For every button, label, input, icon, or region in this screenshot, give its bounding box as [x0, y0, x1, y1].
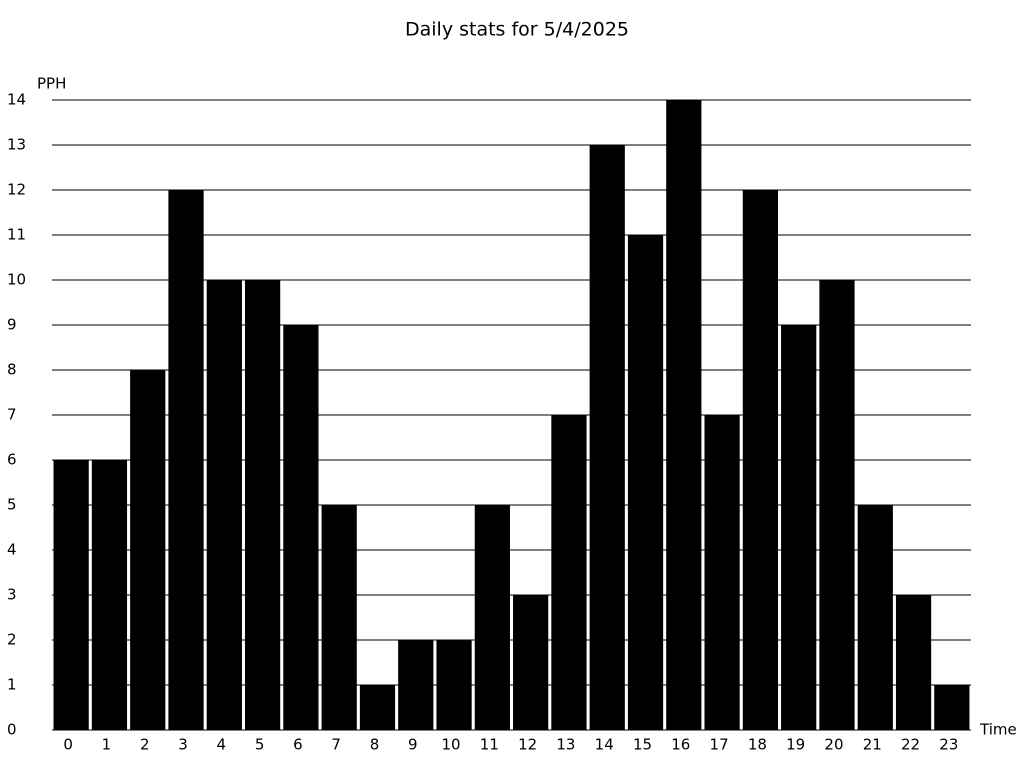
- x-tick-label: 1: [102, 736, 112, 754]
- x-tick-label: 9: [408, 736, 418, 754]
- x-tick-label: 13: [556, 736, 575, 754]
- x-tick-label: 15: [633, 736, 652, 754]
- y-tick-label: 13: [7, 136, 26, 154]
- x-tick-label: 23: [939, 736, 958, 754]
- x-tick-label: 7: [331, 736, 341, 754]
- bar: [130, 370, 166, 730]
- bar: [398, 640, 434, 730]
- y-tick-label: 2: [7, 631, 17, 649]
- bar: [436, 640, 472, 730]
- x-tick-label: 18: [748, 736, 767, 754]
- x-tick-label: 17: [710, 736, 729, 754]
- bar: [895, 595, 932, 730]
- x-tick-label: 5: [255, 736, 265, 754]
- x-tick-label: 19: [786, 736, 805, 754]
- x-tick-label: 10: [442, 736, 461, 754]
- bar: [704, 415, 740, 730]
- bar: [781, 325, 817, 730]
- bar: [168, 190, 204, 730]
- bar: [283, 325, 319, 730]
- y-tick-label: 8: [7, 361, 17, 379]
- y-tick-label: 3: [7, 586, 17, 604]
- y-tick-label: 5: [7, 496, 17, 514]
- x-tick-label: 0: [63, 736, 73, 754]
- y-tick-label: 9: [7, 316, 17, 334]
- bar: [206, 280, 242, 730]
- bar: [513, 595, 549, 730]
- x-tick-label: 3: [178, 736, 188, 754]
- x-tick-label: 6: [293, 736, 303, 754]
- y-tick-label: 10: [7, 271, 26, 289]
- chart-title: Daily stats for 5/4/2025: [405, 19, 629, 41]
- bar: [666, 100, 702, 730]
- x-tick-label: 16: [671, 736, 690, 754]
- x-tick-label: 21: [863, 736, 882, 754]
- bar: [91, 460, 128, 730]
- x-tick-label: 4: [217, 736, 227, 754]
- x-tick-label: 22: [901, 736, 920, 754]
- y-tick-label: 12: [7, 181, 26, 199]
- bar: [53, 460, 89, 730]
- x-axis-label: Time: [979, 721, 1017, 739]
- y-tick-label: 7: [7, 406, 17, 424]
- bar: [359, 685, 396, 730]
- bar: [857, 505, 893, 730]
- y-axis-label: PPH: [37, 75, 66, 93]
- y-tick-label: 6: [7, 451, 17, 469]
- bar: [742, 190, 779, 730]
- bar: [321, 505, 357, 730]
- y-tick-label: 1: [7, 676, 17, 694]
- bar: [551, 415, 587, 730]
- y-tick-label: 11: [7, 226, 26, 244]
- x-tick-label: 12: [518, 736, 537, 754]
- bar: [627, 235, 664, 730]
- y-tick-label: 14: [7, 91, 26, 109]
- bar: [589, 145, 625, 730]
- x-tick-label: 14: [595, 736, 614, 754]
- bar: [819, 280, 855, 730]
- y-tick-label: 0: [7, 721, 17, 739]
- x-tick-label: 20: [824, 736, 843, 754]
- bar: [934, 685, 970, 730]
- x-tick-label: 8: [370, 736, 380, 754]
- x-tick-label: 11: [480, 736, 499, 754]
- y-tick-label: 4: [7, 541, 17, 559]
- bar: [244, 280, 281, 730]
- bar: [474, 505, 510, 730]
- x-tick-label: 2: [140, 736, 150, 754]
